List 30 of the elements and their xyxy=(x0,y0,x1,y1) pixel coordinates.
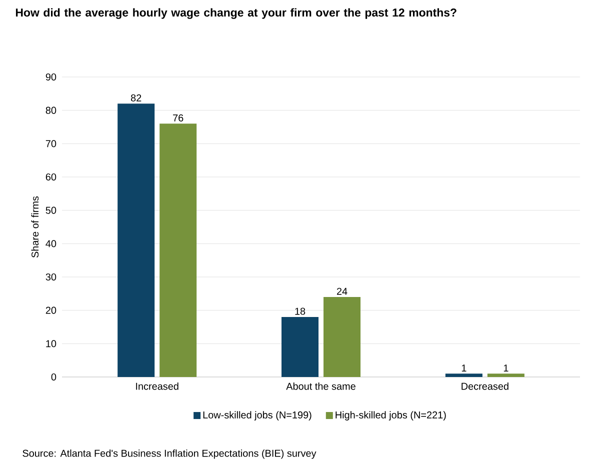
data-label: 82 xyxy=(130,94,142,102)
legend-label: Low-skilled jobs (N=199) xyxy=(203,411,312,420)
y-tick-label: 70 xyxy=(46,140,56,148)
bar xyxy=(118,104,155,377)
x-tick-label: Increased xyxy=(136,382,178,390)
x-tick-label: Decreased xyxy=(462,382,508,390)
y-axis-title: Share of firms xyxy=(31,196,39,258)
y-tick-label: 10 xyxy=(46,340,56,348)
data-label: 76 xyxy=(173,114,184,122)
legend-label: High-skilled jobs (N=221) xyxy=(336,411,446,420)
y-tick-label: 60 xyxy=(46,173,56,181)
y-tick-label: 90 xyxy=(46,73,56,81)
data-label: 24 xyxy=(336,288,348,295)
bar xyxy=(445,374,482,377)
y-tick-label: 40 xyxy=(46,240,56,248)
data-label: 18 xyxy=(295,308,306,315)
y-tick-label: 30 xyxy=(46,273,56,281)
y-tick-label: 0 xyxy=(51,373,56,381)
data-label: 1 xyxy=(462,364,466,372)
y-tick-label: 20 xyxy=(46,306,56,314)
x-tick-label: About the same xyxy=(286,382,356,390)
bar xyxy=(487,374,524,377)
chart-title: How did the average hourly wage change at your firm over the past 12 months? xyxy=(16,8,456,19)
data-label: 1 xyxy=(504,364,508,372)
y-tick-label: 50 xyxy=(46,206,56,214)
source-note: Source: Atlanta Fed's Business Inflation Expectations (BIE) survey xyxy=(22,450,316,459)
y-tick-label: 80 xyxy=(46,106,56,114)
bar xyxy=(324,296,361,377)
bar xyxy=(160,124,197,377)
bar xyxy=(282,316,319,377)
